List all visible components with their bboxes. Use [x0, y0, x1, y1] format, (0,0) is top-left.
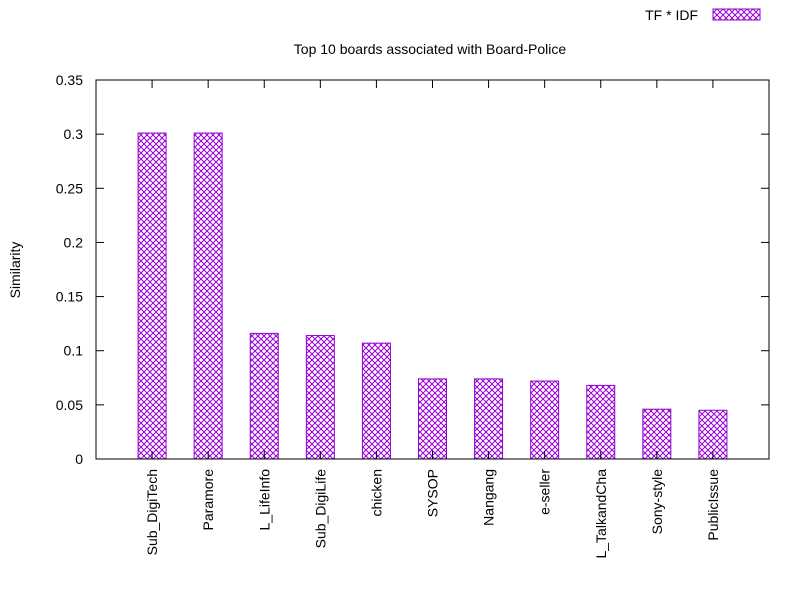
legend: TF * IDF — [645, 7, 761, 23]
bar — [642, 408, 672, 460]
x-axis-ticks: Sub_DigiTech Paramore L_LifeInfo Sub_DigiLi… — [144, 80, 721, 559]
bar — [361, 342, 391, 460]
plot-frame — [95, 79, 770, 460]
bar — [530, 380, 560, 460]
y-axis-ticks: 0 0.05 0.1 0.15 0.2 0.25 0.3 0.35 — [56, 72, 769, 467]
y-tick-label: 0.1 — [64, 343, 84, 359]
y-axis-label: Similarity — [7, 242, 23, 299]
bar — [586, 384, 616, 460]
x-tick-label: SYSOP — [425, 469, 441, 517]
y-tick-label: 0.35 — [56, 72, 83, 88]
bar — [193, 132, 223, 460]
x-tick-label: Sony-style — [649, 469, 665, 535]
y-tick-label: 0.05 — [56, 397, 83, 413]
x-tick-label: L_LifeInfo — [256, 469, 272, 531]
y-tick-label: 0.15 — [56, 289, 83, 305]
x-tick-label: L_TalkandCha — [593, 469, 609, 559]
legend-swatch — [712, 8, 761, 21]
x-tick-label: Sub_DigiLife — [312, 469, 328, 549]
bar — [249, 332, 279, 460]
bar — [474, 378, 504, 460]
y-tick-label: 0.2 — [64, 234, 84, 250]
bar — [305, 335, 335, 460]
x-tick-label: chicken — [368, 469, 384, 516]
chart-title: Top 10 boards associated with Board-Poli… — [294, 41, 567, 57]
legend-label: TF * IDF — [645, 7, 698, 23]
bar — [137, 132, 167, 460]
x-tick-label: Nangang — [481, 469, 497, 526]
bars — [137, 132, 728, 460]
x-tick-label: Sub_DigiTech — [144, 469, 160, 555]
x-tick-label: PublicIssue — [705, 469, 721, 541]
y-tick-label: 0 — [75, 451, 83, 467]
x-tick-label: Paramore — [200, 469, 216, 531]
x-tick-label: e-seller — [537, 469, 553, 515]
y-tick-label: 0.3 — [64, 126, 84, 142]
y-tick-label: 0.25 — [56, 180, 83, 196]
bar — [418, 378, 447, 460]
